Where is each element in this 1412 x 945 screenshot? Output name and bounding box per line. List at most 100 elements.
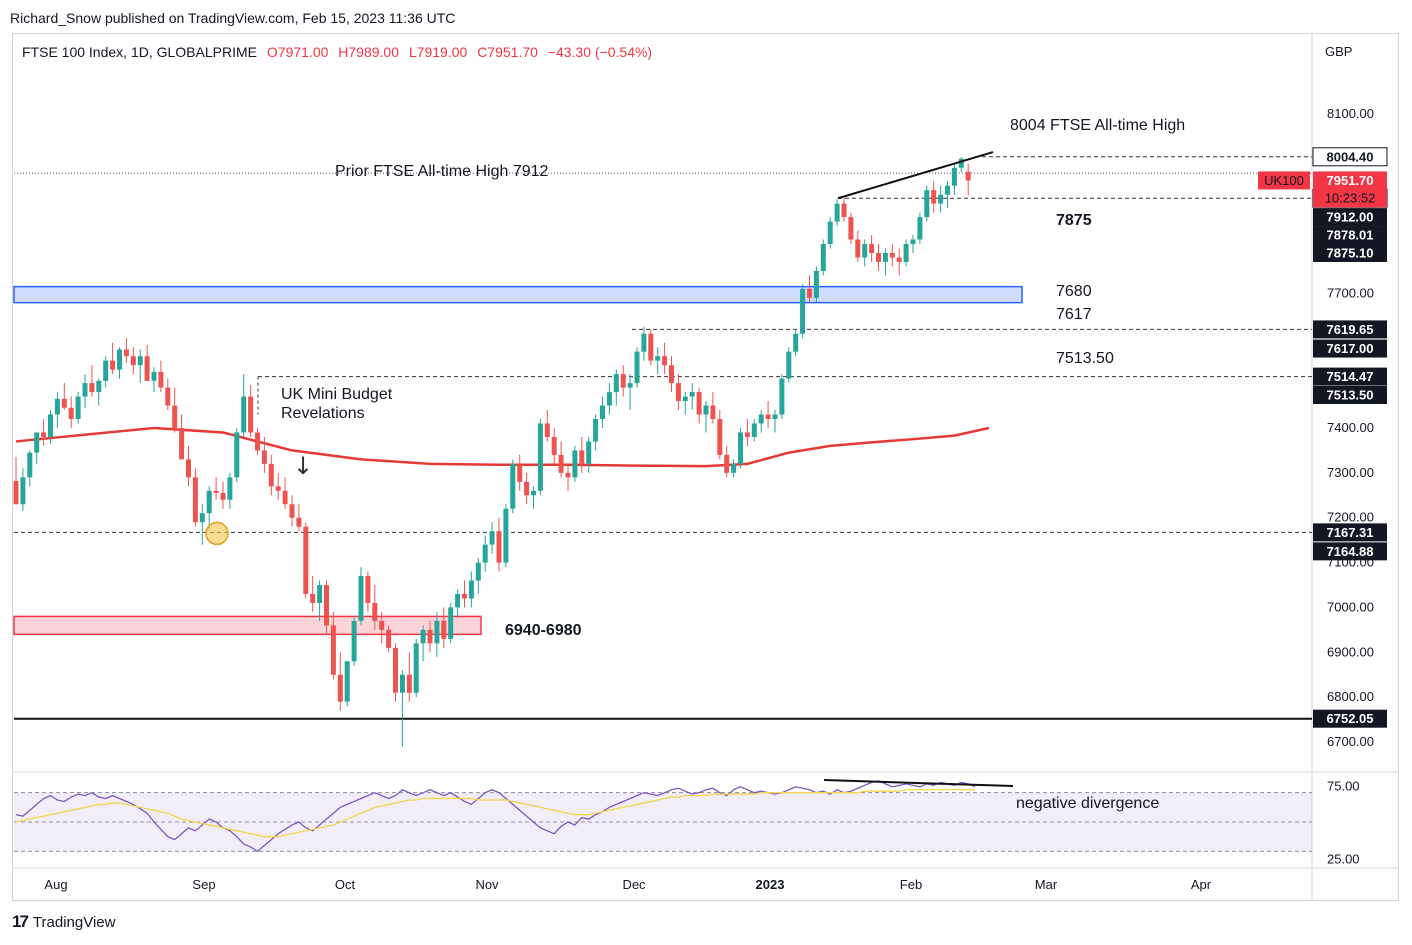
candle-body[interactable] — [468, 580, 474, 599]
candle-body[interactable] — [448, 607, 454, 639]
candle-body[interactable] — [820, 244, 826, 271]
candle-body[interactable] — [165, 387, 171, 406]
candle-body[interactable] — [827, 221, 833, 245]
candle-body[interactable] — [441, 620, 447, 639]
candle-body[interactable] — [924, 190, 930, 218]
candle-body[interactable] — [669, 365, 674, 384]
candle-body[interactable] — [289, 504, 295, 518]
candle-body[interactable] — [96, 380, 102, 393]
candle-body[interactable] — [213, 490, 219, 494]
candle-body[interactable] — [48, 414, 53, 437]
candle-body[interactable] — [606, 392, 612, 406]
candle-body[interactable] — [731, 463, 737, 473]
candle-body[interactable] — [517, 463, 523, 482]
candle-body[interactable] — [137, 356, 143, 366]
candle-body[interactable] — [882, 252, 888, 262]
candle-body[interactable] — [220, 493, 226, 500]
candle-body[interactable] — [917, 217, 923, 240]
candle-body[interactable] — [503, 508, 509, 563]
candle-body[interactable] — [593, 419, 599, 442]
candle-body[interactable] — [365, 576, 371, 603]
candle-body[interactable] — [393, 647, 398, 693]
candle-body[interactable] — [675, 383, 681, 402]
candle-body[interactable] — [862, 244, 868, 258]
candle-body[interactable] — [945, 185, 950, 195]
candle-body[interactable] — [420, 629, 426, 644]
candle-body[interactable] — [330, 625, 336, 675]
candle-body[interactable] — [179, 427, 185, 460]
candle-body[interactable] — [869, 244, 875, 253]
candle-body[interactable] — [689, 392, 695, 397]
candle-body[interactable] — [75, 396, 81, 419]
candle-body[interactable] — [303, 526, 309, 594]
candle-body[interactable] — [68, 407, 74, 419]
candle-body[interactable] — [931, 190, 937, 204]
candle-body[interactable] — [558, 454, 564, 473]
candle-body[interactable] — [758, 414, 764, 424]
candle-body[interactable] — [172, 405, 178, 428]
candle-body[interactable] — [634, 351, 640, 384]
candle-body[interactable] — [938, 194, 944, 204]
candle-body[interactable] — [241, 396, 247, 433]
candle-body[interactable] — [765, 414, 771, 419]
candle-body[interactable] — [531, 490, 536, 496]
candle-body[interactable] — [103, 360, 109, 381]
candle-body[interactable] — [462, 593, 467, 599]
candle-body[interactable] — [455, 593, 461, 608]
candle-body[interactable] — [489, 531, 495, 545]
candle-body[interactable] — [834, 203, 840, 222]
candle-body[interactable] — [613, 374, 619, 393]
candle-body[interactable] — [876, 252, 881, 262]
candle-body[interactable] — [951, 167, 957, 186]
candle-body[interactable] — [379, 620, 385, 630]
candle-body[interactable] — [117, 349, 122, 370]
candle-body[interactable] — [351, 620, 357, 662]
candle-body[interactable] — [710, 405, 716, 419]
candle-body[interactable] — [889, 252, 895, 258]
candle-body[interactable] — [144, 356, 150, 381]
candle-body[interactable] — [372, 602, 378, 621]
candle-body[interactable] — [662, 356, 668, 366]
candle-body[interactable] — [641, 333, 647, 352]
candle-body[interactable] — [358, 576, 364, 621]
candle-body[interactable] — [772, 414, 778, 419]
candle-body[interactable] — [655, 356, 661, 361]
candle-body[interactable] — [13, 480, 19, 505]
candle-body[interactable] — [696, 392, 702, 415]
candle-body[interactable] — [20, 477, 26, 505]
candle-body[interactable] — [27, 452, 33, 478]
candle-body[interactable] — [151, 371, 157, 381]
candle-body[interactable] — [717, 419, 723, 455]
candle-body[interactable] — [296, 517, 302, 527]
candle-body[interactable] — [627, 383, 633, 388]
candle-body[interactable] — [261, 450, 267, 464]
candle-body[interactable] — [158, 371, 164, 388]
candle-body[interactable] — [130, 356, 136, 366]
candle-body[interactable] — [110, 360, 116, 370]
candle-body[interactable] — [551, 436, 557, 455]
candle-body[interactable] — [848, 217, 854, 240]
candle-body[interactable] — [841, 203, 847, 218]
candle-body[interactable] — [186, 459, 191, 478]
candle-body[interactable] — [192, 477, 198, 523]
candle-body[interactable] — [386, 629, 392, 648]
candle-body[interactable] — [427, 629, 433, 644]
candle-body[interactable] — [275, 486, 281, 491]
candle-body[interactable] — [337, 674, 343, 702]
candle-body[interactable] — [234, 432, 240, 478]
candle-body[interactable] — [248, 396, 254, 433]
candle-body[interactable] — [344, 661, 350, 702]
candle-body[interactable] — [703, 405, 709, 415]
candle-body[interactable] — [813, 270, 819, 298]
candle-body[interactable] — [123, 349, 129, 357]
tradingview-logo-icon[interactable]: 17 — [12, 912, 29, 931]
candle-body[interactable] — [413, 643, 419, 693]
candle-body[interactable] — [82, 383, 88, 397]
candle-body[interactable] — [482, 544, 488, 563]
candle-body[interactable] — [255, 432, 260, 451]
candle-body[interactable] — [61, 398, 67, 408]
candle-body[interactable] — [41, 432, 47, 437]
candle-body[interactable] — [724, 454, 730, 473]
candle-body[interactable] — [537, 423, 543, 491]
